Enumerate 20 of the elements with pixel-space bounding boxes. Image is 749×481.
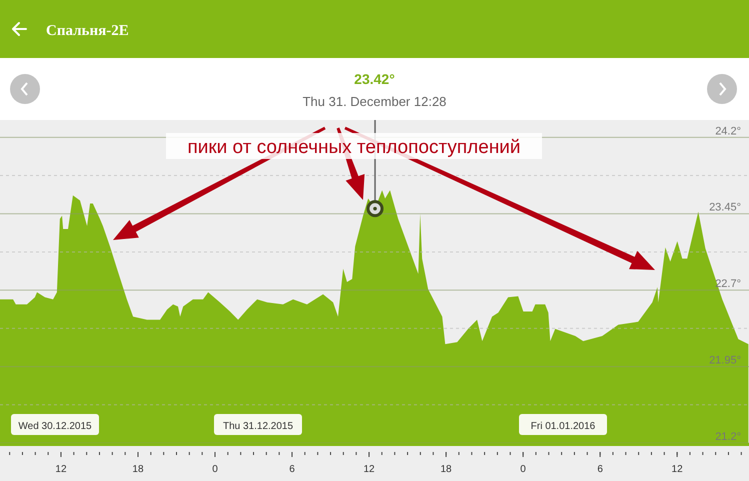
x-tick-label: 18 — [440, 464, 452, 475]
x-tick-label: 12 — [363, 464, 376, 475]
x-tick-label: 18 — [132, 464, 144, 475]
annotation: Fri 01.01.2016 — [530, 421, 596, 432]
y-tick-label: 24.2° — [715, 125, 741, 138]
y-tick-label: 23.45° — [709, 202, 741, 214]
y-tick-label: 21.95° — [709, 354, 741, 367]
chart-title: Спальня-2E — [46, 23, 129, 39]
x-tick-label: 6 — [289, 464, 296, 475]
annotation: Thu 31.12.2015 — [222, 421, 294, 432]
annotation: пики от солнечных теплопоступлений — [187, 137, 521, 158]
x-tick-label: 6 — [597, 464, 604, 475]
annotation: Wed 30.12.2015 — [18, 421, 92, 432]
chart-subtitle: Thu 31. December 12:28 — [302, 94, 446, 109]
y-tick-label: 21.2° — [715, 431, 741, 443]
text: 23.42° — [354, 71, 395, 87]
x-tick-label: 0 — [520, 464, 526, 475]
x-tick-label: 12 — [55, 464, 67, 475]
x-tick-label: 0 — [212, 464, 218, 475]
x-tick-label: 12 — [672, 464, 684, 475]
